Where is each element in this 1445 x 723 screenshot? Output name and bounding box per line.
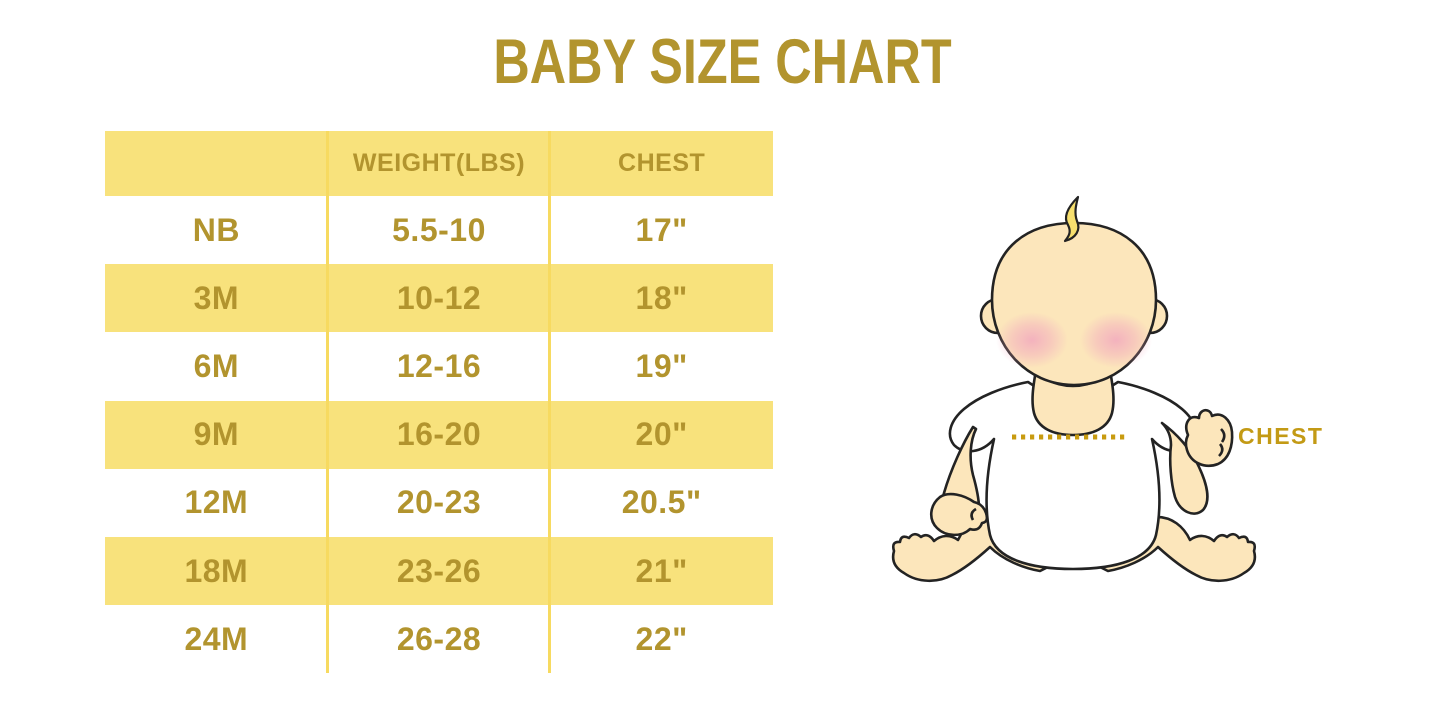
weight-cell: 5.5-10 [392, 211, 486, 248]
weight-cell: 16-20 [396, 416, 482, 453]
size-cell: 3M [193, 279, 240, 316]
baby-blush [996, 312, 1152, 368]
table-header-row: WEIGHT(LBS) CHEST [105, 131, 773, 196]
header-size [105, 131, 328, 196]
chest-cell: 18" [635, 279, 688, 316]
size-cell: 18M [184, 552, 249, 589]
chest-label: CHEST [1238, 423, 1324, 449]
page-title: BABY SIZE CHART [493, 27, 952, 97]
table-row: 9M 16-20 20" [105, 400, 773, 469]
baby-illustration [880, 185, 1340, 625]
header-chest: CHEST [618, 149, 706, 177]
chest-cell: 20.5" [621, 484, 702, 521]
size-cell: 6M [193, 347, 240, 384]
size-cell: 24M [184, 620, 249, 657]
baby-onesie-shape [948, 380, 1198, 571]
weight-cell: 20-23 [396, 484, 482, 521]
size-cell: NB [192, 211, 240, 248]
table-row: 12M 20-23 20.5" [105, 469, 773, 537]
chest-cell: 21" [635, 552, 688, 589]
header-weight: WEIGHT(LBS) [352, 149, 526, 177]
weight-cell: 12-16 [396, 347, 482, 384]
weight-cell: 10-12 [396, 279, 482, 316]
weight-cell: 23-26 [396, 552, 482, 589]
baby-hair-tuft [1063, 195, 1080, 243]
table-row: 6M 12-16 19" [105, 332, 773, 400]
baby-arms-shape [930, 408, 1234, 537]
column-divider [326, 131, 329, 673]
size-table: WEIGHT(LBS) CHEST NB 5.5-10 17" 3M 10-12… [105, 131, 773, 673]
size-cell: 9M [193, 416, 240, 453]
chest-cell: 17" [635, 211, 688, 248]
weight-cell: 26-28 [396, 620, 482, 657]
table-row: 24M 26-28 22" [105, 605, 773, 673]
table-row: 18M 23-26 21" [105, 536, 773, 606]
table-row: 3M 10-12 18" [105, 264, 773, 333]
table-row: NB 5.5-10 17" [105, 196, 773, 264]
chest-cell: 19" [635, 347, 688, 384]
chest-cell: 20" [635, 416, 688, 453]
size-cell: 12M [184, 484, 249, 521]
column-divider [548, 131, 551, 673]
chest-cell: 22" [635, 620, 688, 657]
